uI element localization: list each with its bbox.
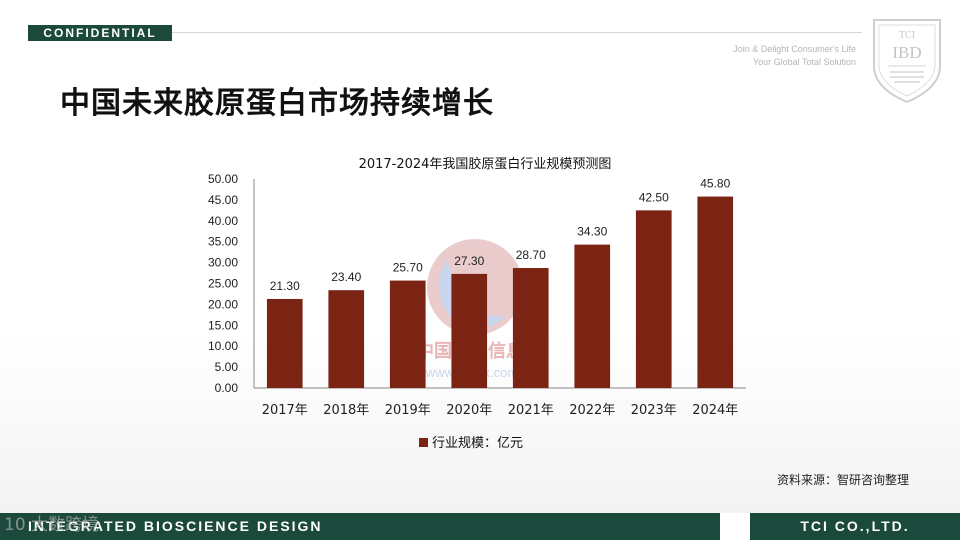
y-tick-label: 40.00 <box>208 214 238 228</box>
data-label: 27.30 <box>454 254 484 268</box>
logo-top-text: TCI <box>899 30 915 41</box>
data-label: 25.70 <box>393 261 423 275</box>
y-tick-label: 50.00 <box>208 172 238 186</box>
confidential-badge: CONFIDENTIAL <box>28 25 172 41</box>
data-label: 21.30 <box>270 279 300 293</box>
bar <box>266 298 303 388</box>
data-label: 42.50 <box>639 190 669 204</box>
bar <box>451 273 488 388</box>
corner-watermark-mark: 10 <box>4 515 26 535</box>
y-tick-label: 20.00 <box>208 297 238 311</box>
footer-bar: INTEGRATED BIOSCIENCE DESIGN TCI CO.,LTD… <box>0 513 960 540</box>
tagline: Join & Delight Consumer's Life Your Glob… <box>733 43 856 69</box>
footer-left-text: INTEGRATED BIOSCIENCE DESIGN <box>0 513 720 540</box>
corner-watermark: 10 大数跨境 <box>4 510 99 535</box>
bar <box>389 280 426 388</box>
legend-swatch <box>419 438 428 447</box>
logo-mid-text: IBD <box>892 43 921 62</box>
y-tick-label: 0.00 <box>215 381 239 395</box>
source-note: 资料来源：智研咨询整理 <box>777 473 910 487</box>
bar <box>512 268 549 388</box>
bar <box>635 210 672 388</box>
y-tick-label: 5.00 <box>215 360 239 374</box>
data-label: 28.70 <box>516 248 546 262</box>
x-tick-label: 2021年 <box>508 403 554 418</box>
x-tick-label: 2019年 <box>385 403 431 418</box>
x-tick-label: 2023年 <box>631 403 677 418</box>
data-label: 23.40 <box>331 270 361 284</box>
y-tick-labels: 0.00 5.00 10.00 15.00 20.00 25.00 30.00 35.00 40… <box>208 172 238 395</box>
x-tick-label: 2017年 <box>262 403 308 418</box>
tagline-line-1: Join & Delight Consumer's Life <box>733 44 856 54</box>
bars <box>266 196 734 388</box>
legend-label: 行业规模：亿元 <box>432 436 523 451</box>
y-tick-label: 35.00 <box>208 235 238 249</box>
y-tick-label: 15.00 <box>208 318 238 332</box>
footer-company: TCI CO.,LTD. <box>750 513 960 540</box>
tci-ibd-shield-logo: TCI IBD <box>873 19 941 104</box>
header-divider <box>172 32 862 33</box>
data-labels: 21.30 23.40 25.70 27.30 28.70 34.30 42.50 45.80 <box>270 177 731 293</box>
chart-title: 2017-2024年我国胶原蛋白行业规模预测图 <box>359 156 612 172</box>
data-label: 45.80 <box>700 177 730 191</box>
x-tick-label: 2018年 <box>323 403 369 418</box>
y-tick-label: 10.00 <box>208 339 238 353</box>
tagline-line-2: Your Global Total Solution <box>752 57 856 67</box>
bar <box>697 196 734 388</box>
x-tick-label: 2020年 <box>446 403 492 418</box>
footer-gap <box>720 513 750 540</box>
data-label: 34.30 <box>577 225 607 239</box>
slide-title: 中国未来胶原蛋白市场持续增长 <box>60 86 494 121</box>
corner-watermark-text: 大数跨境 <box>31 515 100 535</box>
y-tick-label: 45.00 <box>208 193 238 207</box>
x-tick-label: 2024年 <box>692 403 738 418</box>
x-tick-label: 2022年 <box>569 403 615 418</box>
x-tick-labels: 2017年 2018年 2019年 2020年 2021年 2022年 2023年 2024年 <box>262 403 739 418</box>
y-tick-label: 30.00 <box>208 256 238 270</box>
bar <box>574 244 611 388</box>
bar <box>328 290 365 388</box>
y-tick-label: 25.00 <box>208 277 238 291</box>
